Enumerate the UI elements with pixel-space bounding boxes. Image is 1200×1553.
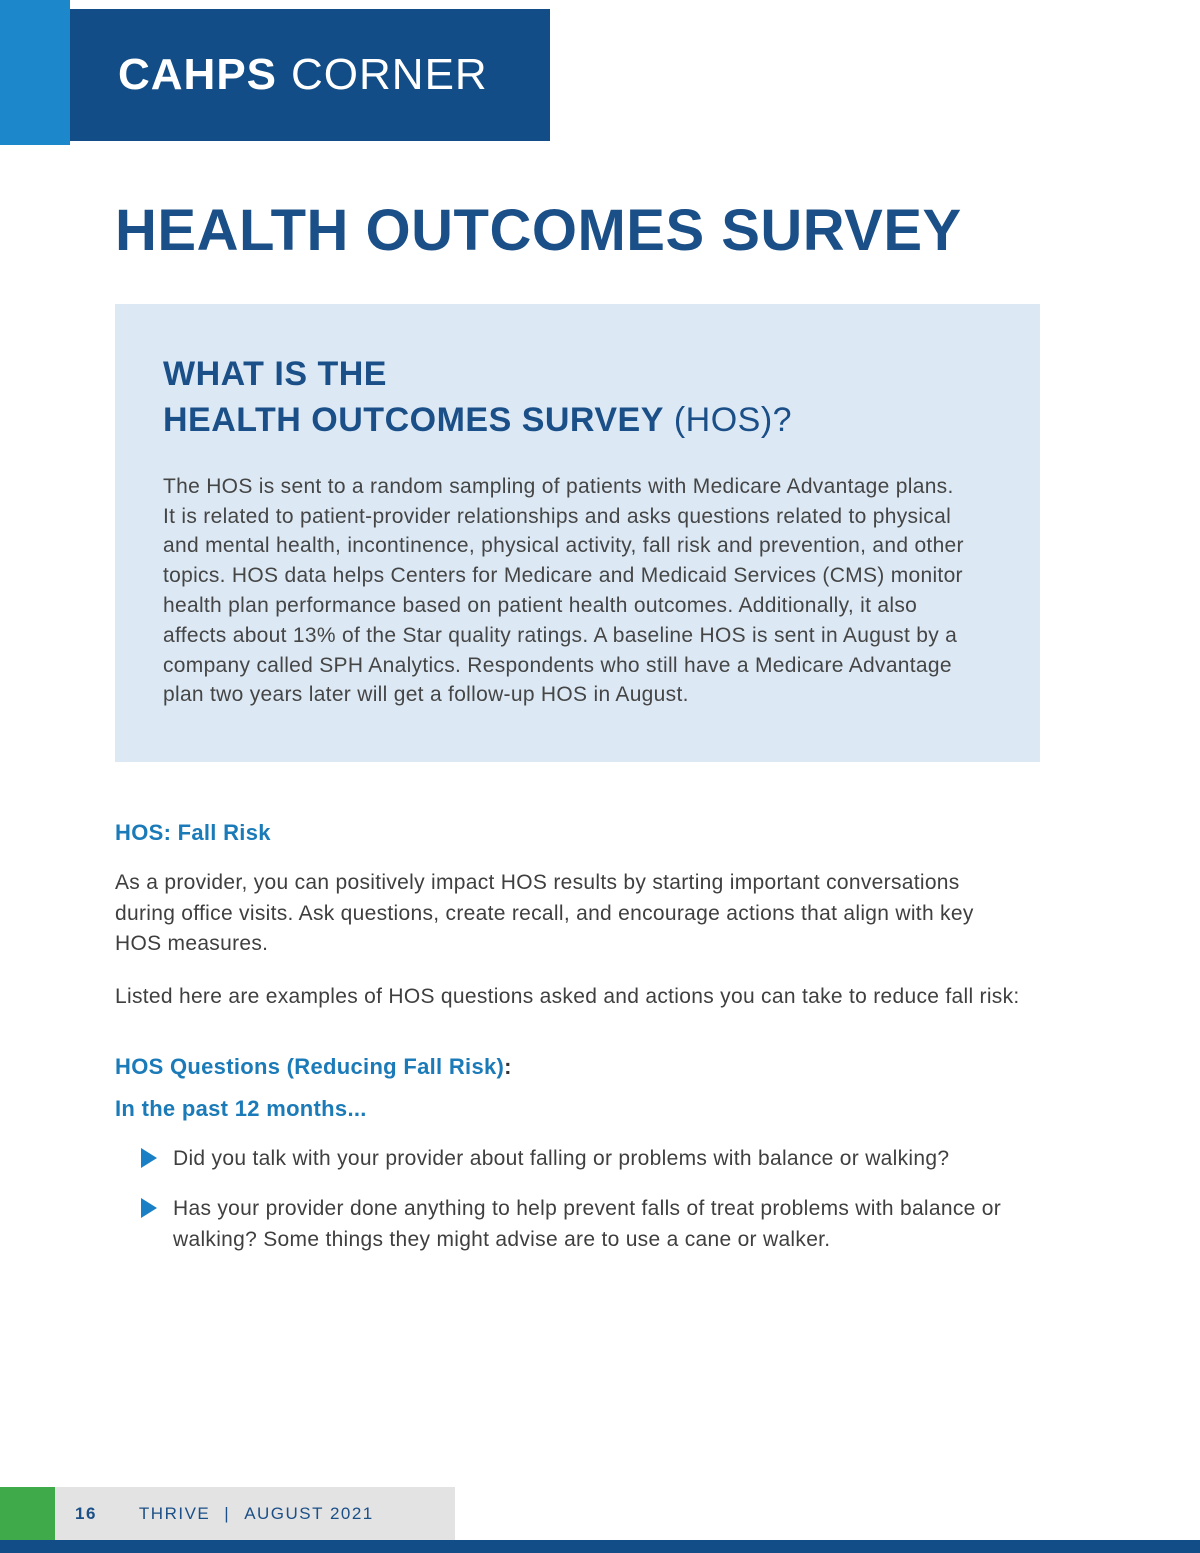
bullet-text: Did you talk with your provider about fa…	[173, 1147, 950, 1171]
bullet-triangle-icon	[141, 1148, 157, 1169]
info-box: WHAT IS THE HEALTH OUTCOMES SURVEY (HOS)…	[115, 304, 1040, 763]
fall-risk-heading: HOS: Fall Risk	[115, 820, 271, 846]
bullet-list: Did you talk with your provider about fa…	[115, 1144, 1020, 1255]
info-box-heading-line1: WHAT IS THE	[163, 355, 387, 393]
footer-date: AUGUST 2021	[244, 1503, 374, 1523]
questions-heading-colon: :	[504, 1054, 512, 1080]
info-box-heading-line2-normal: (HOS)?	[663, 400, 793, 439]
brand-box: CAHPS CORNER	[70, 9, 550, 141]
info-box-heading: WHAT IS THE HEALTH OUTCOMES SURVEY (HOS)…	[163, 352, 970, 444]
paragraph-fall-risk-2: Listed here are examples of HOS question…	[115, 984, 1020, 1008]
main-content: HEALTH OUTCOMES SURVEY WHAT IS THE HEALT…	[0, 145, 1200, 1255]
footer-separator: |	[224, 1503, 231, 1523]
bullet-text: Has your provider done anything to help …	[173, 1197, 1002, 1251]
footer-bar: 16 THRIVE | AUGUST 2021	[55, 1487, 455, 1540]
info-box-heading-line2-bold: HEALTH OUTCOMES SURVEY	[163, 400, 664, 439]
brand-name-bold: CAHPS	[118, 50, 278, 99]
brand-name-light: CORNER	[291, 50, 488, 99]
footer-publication: THRIVE	[138, 1503, 211, 1523]
header-blue-strip	[0, 0, 70, 145]
list-item: Has your provider done anything to help …	[115, 1194, 1020, 1255]
bottom-navy-bar	[0, 1540, 1200, 1553]
questions-heading-text: HOS Questions (Reducing Fall Risk)	[115, 1054, 505, 1080]
info-box-body: The HOS is sent to a random sampling of …	[163, 474, 964, 707]
list-item: Did you talk with your provider about fa…	[115, 1144, 1020, 1174]
page-number: 16	[75, 1503, 97, 1523]
bullet-triangle-icon	[141, 1198, 157, 1219]
header: CAHPS CORNER	[0, 0, 1200, 145]
paragraph-fall-risk-1: As a provider, you can positively impact…	[115, 871, 974, 956]
green-square	[0, 1487, 55, 1540]
timeframe-heading: In the past 12 months...	[115, 1096, 367, 1122]
questions-heading: HOS Questions (Reducing Fall Risk):	[115, 1054, 1020, 1080]
page-title: HEALTH OUTCOMES SURVEY	[115, 198, 962, 263]
